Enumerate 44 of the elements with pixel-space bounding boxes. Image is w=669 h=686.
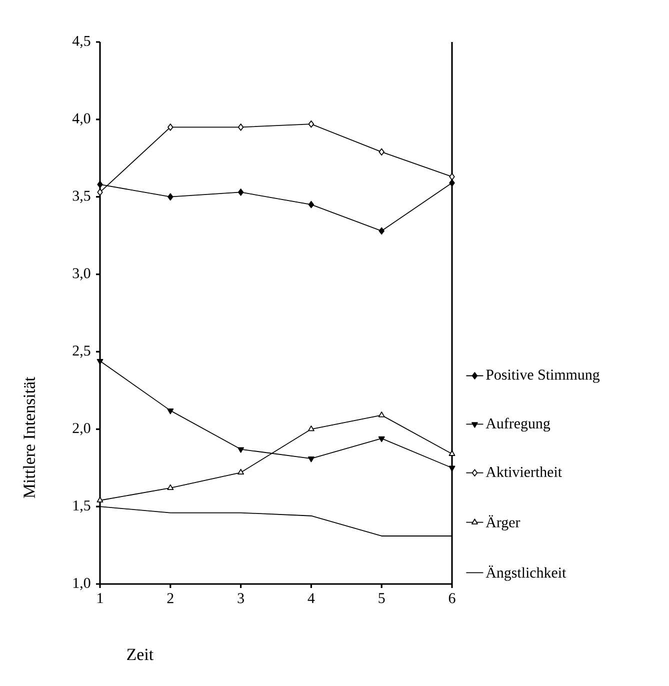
x-tick-label: 6: [448, 593, 456, 604]
x-axis-title: Zeit: [127, 648, 154, 660]
y-tick-label: 1,5: [73, 500, 90, 513]
y-tick-label: 2,5: [72, 346, 90, 358]
x-tick-label: 1: [98, 593, 103, 604]
point: [238, 124, 244, 131]
point: [308, 426, 314, 432]
point: [308, 200, 314, 208]
y-tick-label: 2,0: [72, 423, 90, 436]
point: [168, 124, 174, 131]
point: [449, 179, 455, 187]
point: [238, 447, 244, 453]
legend-label: Ängstlichkeit: [486, 565, 566, 581]
point: [378, 227, 384, 235]
y-tick-label: 3,5: [72, 190, 90, 203]
point: [449, 173, 455, 180]
point: [96, 358, 104, 365]
point: [308, 456, 314, 462]
point: [167, 484, 174, 490]
legend-label: Aufregung: [486, 418, 550, 432]
x-tick-label: 2: [167, 593, 174, 604]
y-tick-label: 3,0: [72, 268, 90, 280]
point: [167, 408, 174, 414]
point: [238, 468, 244, 475]
point: [378, 436, 385, 442]
point: [238, 188, 244, 196]
y-tick-label: 1,0: [73, 578, 90, 590]
legend-label: Aktiviertheit: [486, 466, 562, 478]
point: [97, 180, 103, 188]
y-tick-label: 4,0: [72, 113, 90, 126]
y-tick-label: 4,5: [72, 36, 90, 48]
x-tick-label: 3: [238, 593, 244, 604]
legend-label: Positive Stimmung: [486, 370, 600, 383]
point: [378, 412, 385, 418]
point: [448, 466, 456, 472]
y-axis-title: Mittlere Intensität: [23, 376, 35, 498]
point: [97, 188, 103, 196]
point: [448, 450, 456, 456]
point: [378, 148, 384, 156]
x-tick-label: 4: [308, 593, 315, 604]
point: [168, 193, 174, 200]
x-tick-label: 5: [378, 593, 385, 604]
point: [308, 120, 314, 128]
legend-label: Ärger: [486, 515, 520, 530]
